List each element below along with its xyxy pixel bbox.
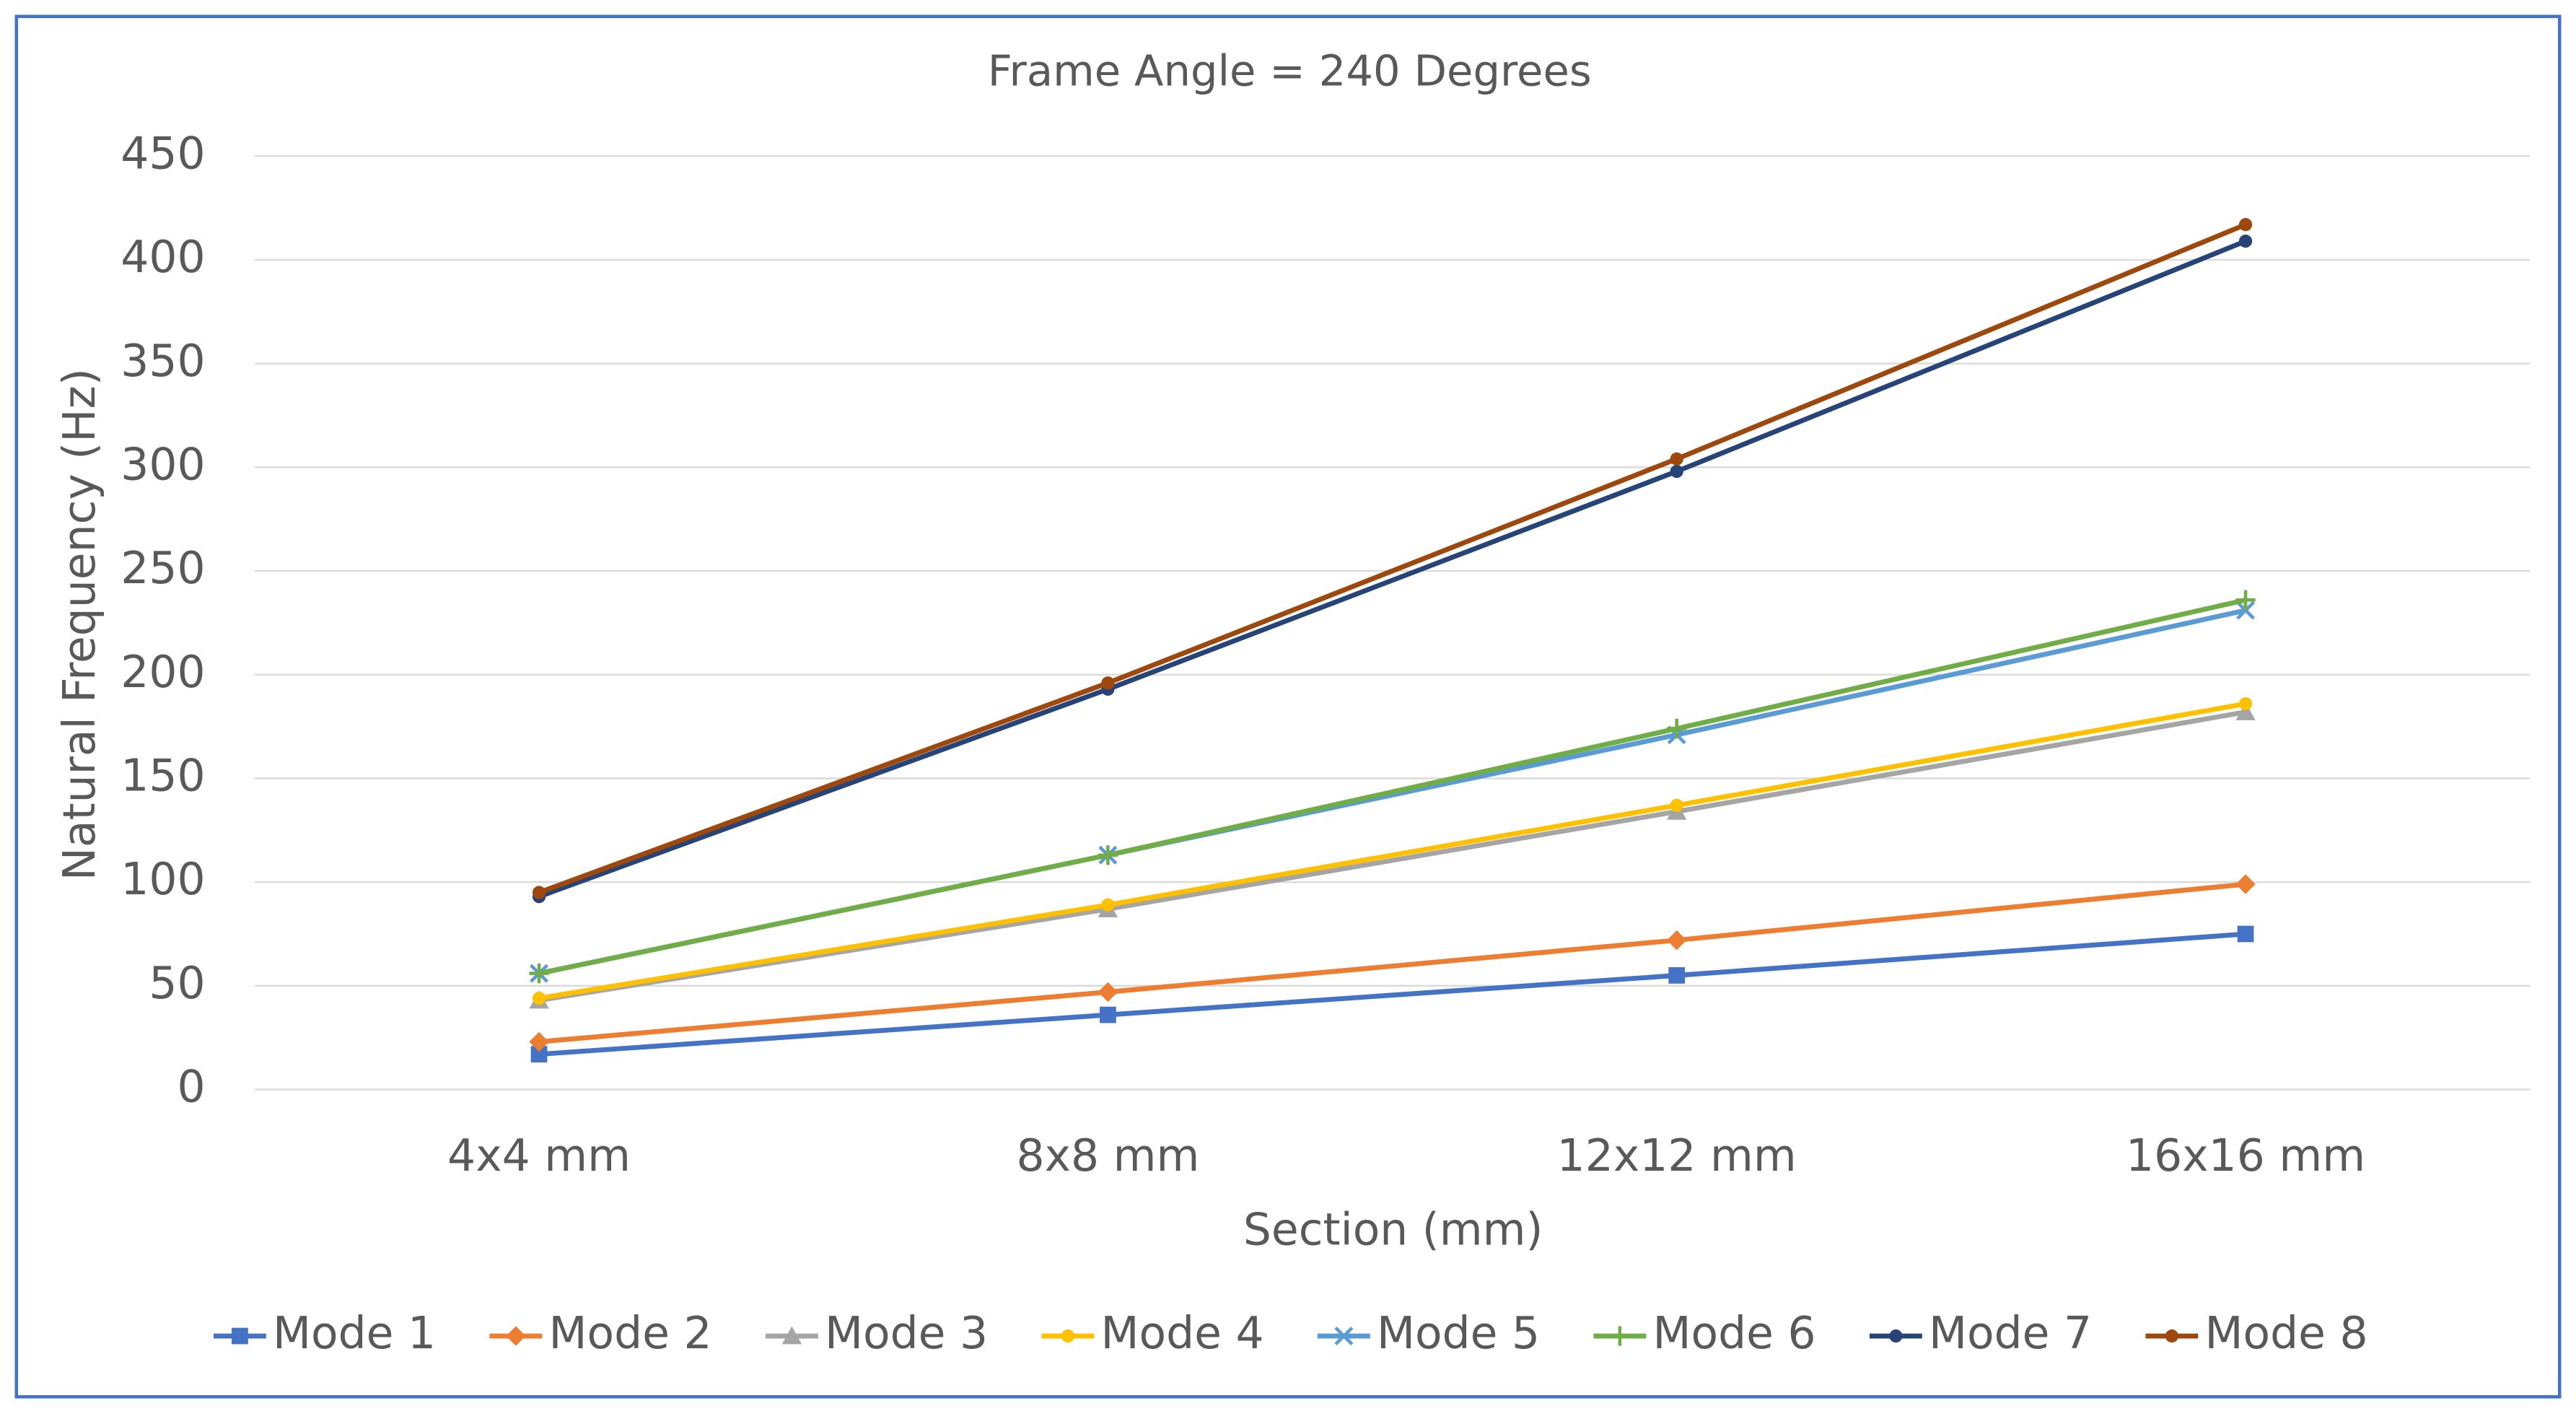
data-point — [1098, 845, 1118, 865]
legend-marker — [1061, 1329, 1075, 1343]
legend-label: Mode 1 — [273, 1308, 436, 1359]
data-point — [1670, 465, 1683, 479]
y-axis-label: Natural Frequency (Hz) — [54, 368, 105, 881]
legend-marker — [1889, 1329, 1903, 1343]
chart-title: Frame Angle = 240 Degrees — [988, 46, 1592, 96]
y-tick-label: 400 — [121, 232, 205, 283]
x-tick-label: 4x4 mm — [447, 1130, 631, 1182]
y-tick-label: 300 — [121, 439, 205, 490]
data-point — [1667, 718, 1687, 739]
legend-label: Mode 4 — [1100, 1308, 1263, 1359]
data-point — [2237, 925, 2254, 943]
data-point — [2236, 601, 2256, 620]
x-tick-label: 8x8 mm — [1016, 1130, 1199, 1182]
chart-frame — [14, 14, 2562, 1399]
y-tick-label: 200 — [121, 647, 205, 698]
data-point — [2235, 874, 2256, 894]
x-tick-label: 16x16 mm — [2126, 1130, 2365, 1182]
data-point — [532, 991, 546, 1005]
y-tick-label: 150 — [121, 751, 205, 802]
series-line — [538, 238, 2247, 899]
legend-label: Mode 2 — [548, 1308, 711, 1359]
data-point — [2238, 218, 2253, 232]
series-line — [538, 881, 2246, 1044]
legend-label: Mode 8 — [2204, 1308, 2367, 1359]
data-point — [532, 886, 546, 899]
series-line — [538, 597, 2246, 976]
legend-label: Mode 3 — [825, 1308, 988, 1359]
data-point — [530, 1046, 548, 1063]
y-tick-label: 50 — [149, 958, 205, 1009]
x-axis-label: Section (mm) — [1243, 1205, 1543, 1256]
data-point — [2238, 235, 2253, 248]
data-point — [2235, 702, 2256, 720]
data-point — [2235, 590, 2256, 610]
data-point — [2238, 697, 2253, 711]
data-point — [1100, 1006, 1116, 1023]
legend-label: Mode 7 — [1929, 1308, 2092, 1359]
legend-marker — [781, 1326, 802, 1345]
legend-label: Mode 5 — [1377, 1308, 1540, 1359]
data-point — [1670, 798, 1683, 812]
series-line — [538, 710, 2246, 1003]
legend-label: Mode 6 — [1652, 1308, 1815, 1359]
y-tick-label: 250 — [121, 543, 205, 594]
series-line — [538, 701, 2246, 1001]
data-point — [529, 1031, 549, 1052]
series-line — [538, 222, 2247, 895]
y-tick-label: 0 — [177, 1062, 205, 1113]
series-line — [538, 931, 2246, 1057]
legend-marker — [2165, 1329, 2179, 1343]
x-tick-label: 12x12 mm — [1557, 1130, 1797, 1182]
y-tick-label: 450 — [121, 128, 205, 179]
data-point — [1101, 898, 1115, 912]
data-point — [1668, 967, 1686, 984]
legend-marker — [1334, 1327, 1354, 1346]
data-point — [1667, 930, 1687, 951]
legend-marker — [1610, 1326, 1630, 1346]
legend-marker — [232, 1327, 248, 1345]
data-point — [1670, 452, 1683, 466]
data-point — [529, 963, 549, 984]
y-tick-label: 100 — [121, 854, 205, 905]
y-tick-label: 350 — [121, 336, 205, 387]
data-point — [1101, 676, 1115, 690]
